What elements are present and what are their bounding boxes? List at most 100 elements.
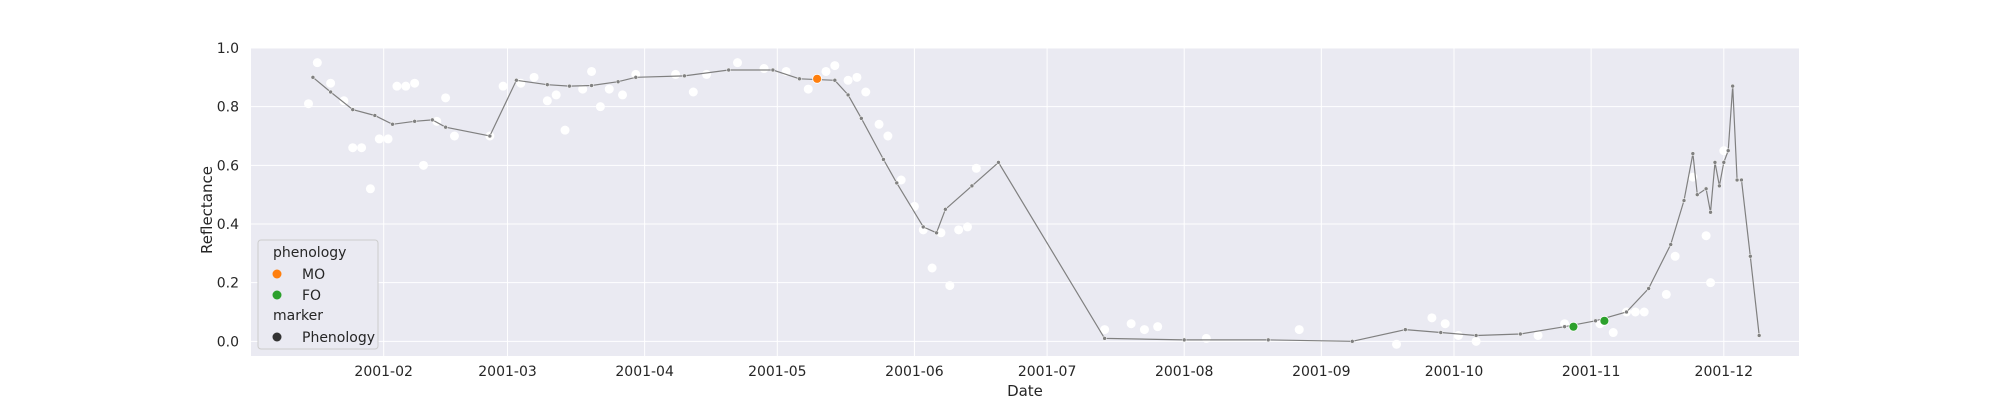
raw-point bbox=[927, 263, 937, 273]
line-point bbox=[328, 89, 333, 95]
raw-point bbox=[954, 225, 964, 235]
raw-point bbox=[1453, 330, 1463, 340]
raw-point bbox=[449, 131, 459, 141]
line-point bbox=[859, 116, 864, 121]
raw-point bbox=[1427, 313, 1437, 323]
line-point bbox=[589, 83, 594, 88]
line-point bbox=[1438, 330, 1443, 335]
series-line-path bbox=[312, 69, 1760, 342]
raw-point bbox=[1440, 319, 1450, 329]
phenology-point-mo bbox=[812, 73, 823, 84]
raw-point bbox=[1100, 325, 1110, 335]
legend-mo-label: MO bbox=[302, 267, 325, 283]
line-point bbox=[1562, 324, 1567, 329]
raw-point bbox=[1661, 289, 1671, 299]
legend: phenology MO FO marker Phenology bbox=[257, 239, 379, 350]
raw-point bbox=[874, 119, 884, 129]
y-tick-label: 0.8 bbox=[217, 100, 239, 116]
raw-point bbox=[945, 281, 955, 291]
raw-point bbox=[1294, 325, 1304, 335]
y-tick-label: 0.0 bbox=[217, 334, 239, 350]
raw-point bbox=[733, 58, 743, 68]
x-tick-label: 2001-10 bbox=[1425, 364, 1484, 380]
line-point bbox=[1725, 148, 1731, 153]
line-point bbox=[1708, 210, 1713, 215]
raw-point bbox=[303, 99, 313, 109]
raw-point bbox=[1706, 278, 1716, 288]
y-tick-label: 0.6 bbox=[217, 158, 239, 174]
raw-point bbox=[1126, 319, 1136, 329]
x-axis-label: Date bbox=[1007, 382, 1043, 400]
raw-point bbox=[498, 81, 508, 91]
raw-point bbox=[759, 64, 769, 74]
phenology-point-fo bbox=[1599, 315, 1610, 326]
line-point bbox=[1730, 83, 1735, 89]
line-point bbox=[1756, 333, 1762, 338]
raw-point bbox=[339, 96, 349, 106]
x-tick-label: 2001-05 bbox=[748, 364, 807, 380]
x-tick-label: 2001-04 bbox=[615, 364, 674, 380]
line-point bbox=[1646, 286, 1651, 291]
line-point bbox=[921, 224, 926, 230]
legend-mo-marker bbox=[272, 269, 282, 279]
line-point bbox=[1695, 192, 1700, 197]
line-point bbox=[372, 113, 378, 118]
x-tick-label: 2001-03 bbox=[478, 364, 537, 380]
raw-point bbox=[410, 78, 420, 88]
line-point bbox=[633, 75, 639, 80]
raw-point bbox=[963, 222, 973, 232]
raw-point bbox=[896, 175, 906, 185]
line-point bbox=[1703, 186, 1709, 192]
phenology-points bbox=[812, 73, 1610, 332]
x-tick-label: 2001-02 bbox=[354, 364, 413, 380]
tick-labels: 2001-02 2001-03 2001-04 2001-05 2001-06 2001-… bbox=[217, 41, 1753, 380]
raw-point bbox=[1139, 325, 1149, 335]
line-point bbox=[1350, 339, 1355, 344]
raw-point bbox=[1533, 330, 1543, 340]
line-point bbox=[615, 79, 621, 84]
raw-point bbox=[936, 228, 946, 238]
line-point bbox=[1690, 151, 1696, 156]
raw-point bbox=[883, 131, 893, 141]
line-point bbox=[943, 207, 948, 212]
raw-point bbox=[1719, 146, 1729, 156]
legend-box bbox=[257, 239, 379, 350]
y-axis-label: Reflectance bbox=[198, 166, 216, 254]
raw-point bbox=[326, 78, 336, 88]
line-point bbox=[1518, 331, 1523, 337]
raw-point bbox=[578, 84, 588, 94]
legend-fo-label: FO bbox=[302, 288, 321, 304]
line-point bbox=[1102, 336, 1107, 341]
line-point bbox=[881, 157, 886, 162]
x-tick-label: 2001-08 bbox=[1155, 364, 1214, 380]
raw-point bbox=[1630, 307, 1640, 317]
raw-point bbox=[830, 61, 840, 71]
x-tick-label: 2001-12 bbox=[1695, 364, 1754, 380]
line-point bbox=[514, 78, 519, 83]
raw-point bbox=[348, 143, 358, 153]
series-line bbox=[310, 67, 1762, 344]
raw-point bbox=[1153, 322, 1163, 332]
line-point bbox=[1681, 198, 1687, 203]
line-point bbox=[390, 122, 395, 127]
raw-point bbox=[1701, 231, 1711, 241]
raw-point bbox=[1670, 251, 1680, 261]
raw-point bbox=[671, 69, 681, 79]
line-point bbox=[1721, 160, 1727, 165]
raw-point bbox=[587, 66, 597, 76]
x-tick-label: 2001-11 bbox=[1562, 364, 1621, 380]
raw-point bbox=[542, 96, 552, 106]
line-point bbox=[1593, 318, 1598, 324]
y-tick-label: 1.0 bbox=[217, 41, 239, 57]
line-point bbox=[1266, 337, 1271, 343]
line-point bbox=[934, 230, 939, 236]
raw-point bbox=[418, 160, 428, 170]
line-point bbox=[1717, 183, 1722, 189]
raw-point bbox=[843, 75, 853, 85]
raw-point bbox=[374, 134, 384, 144]
raw-point bbox=[971, 163, 981, 173]
raw-point bbox=[702, 69, 712, 79]
legend-title-phenology: phenology bbox=[273, 245, 346, 261]
line-point bbox=[310, 75, 316, 80]
